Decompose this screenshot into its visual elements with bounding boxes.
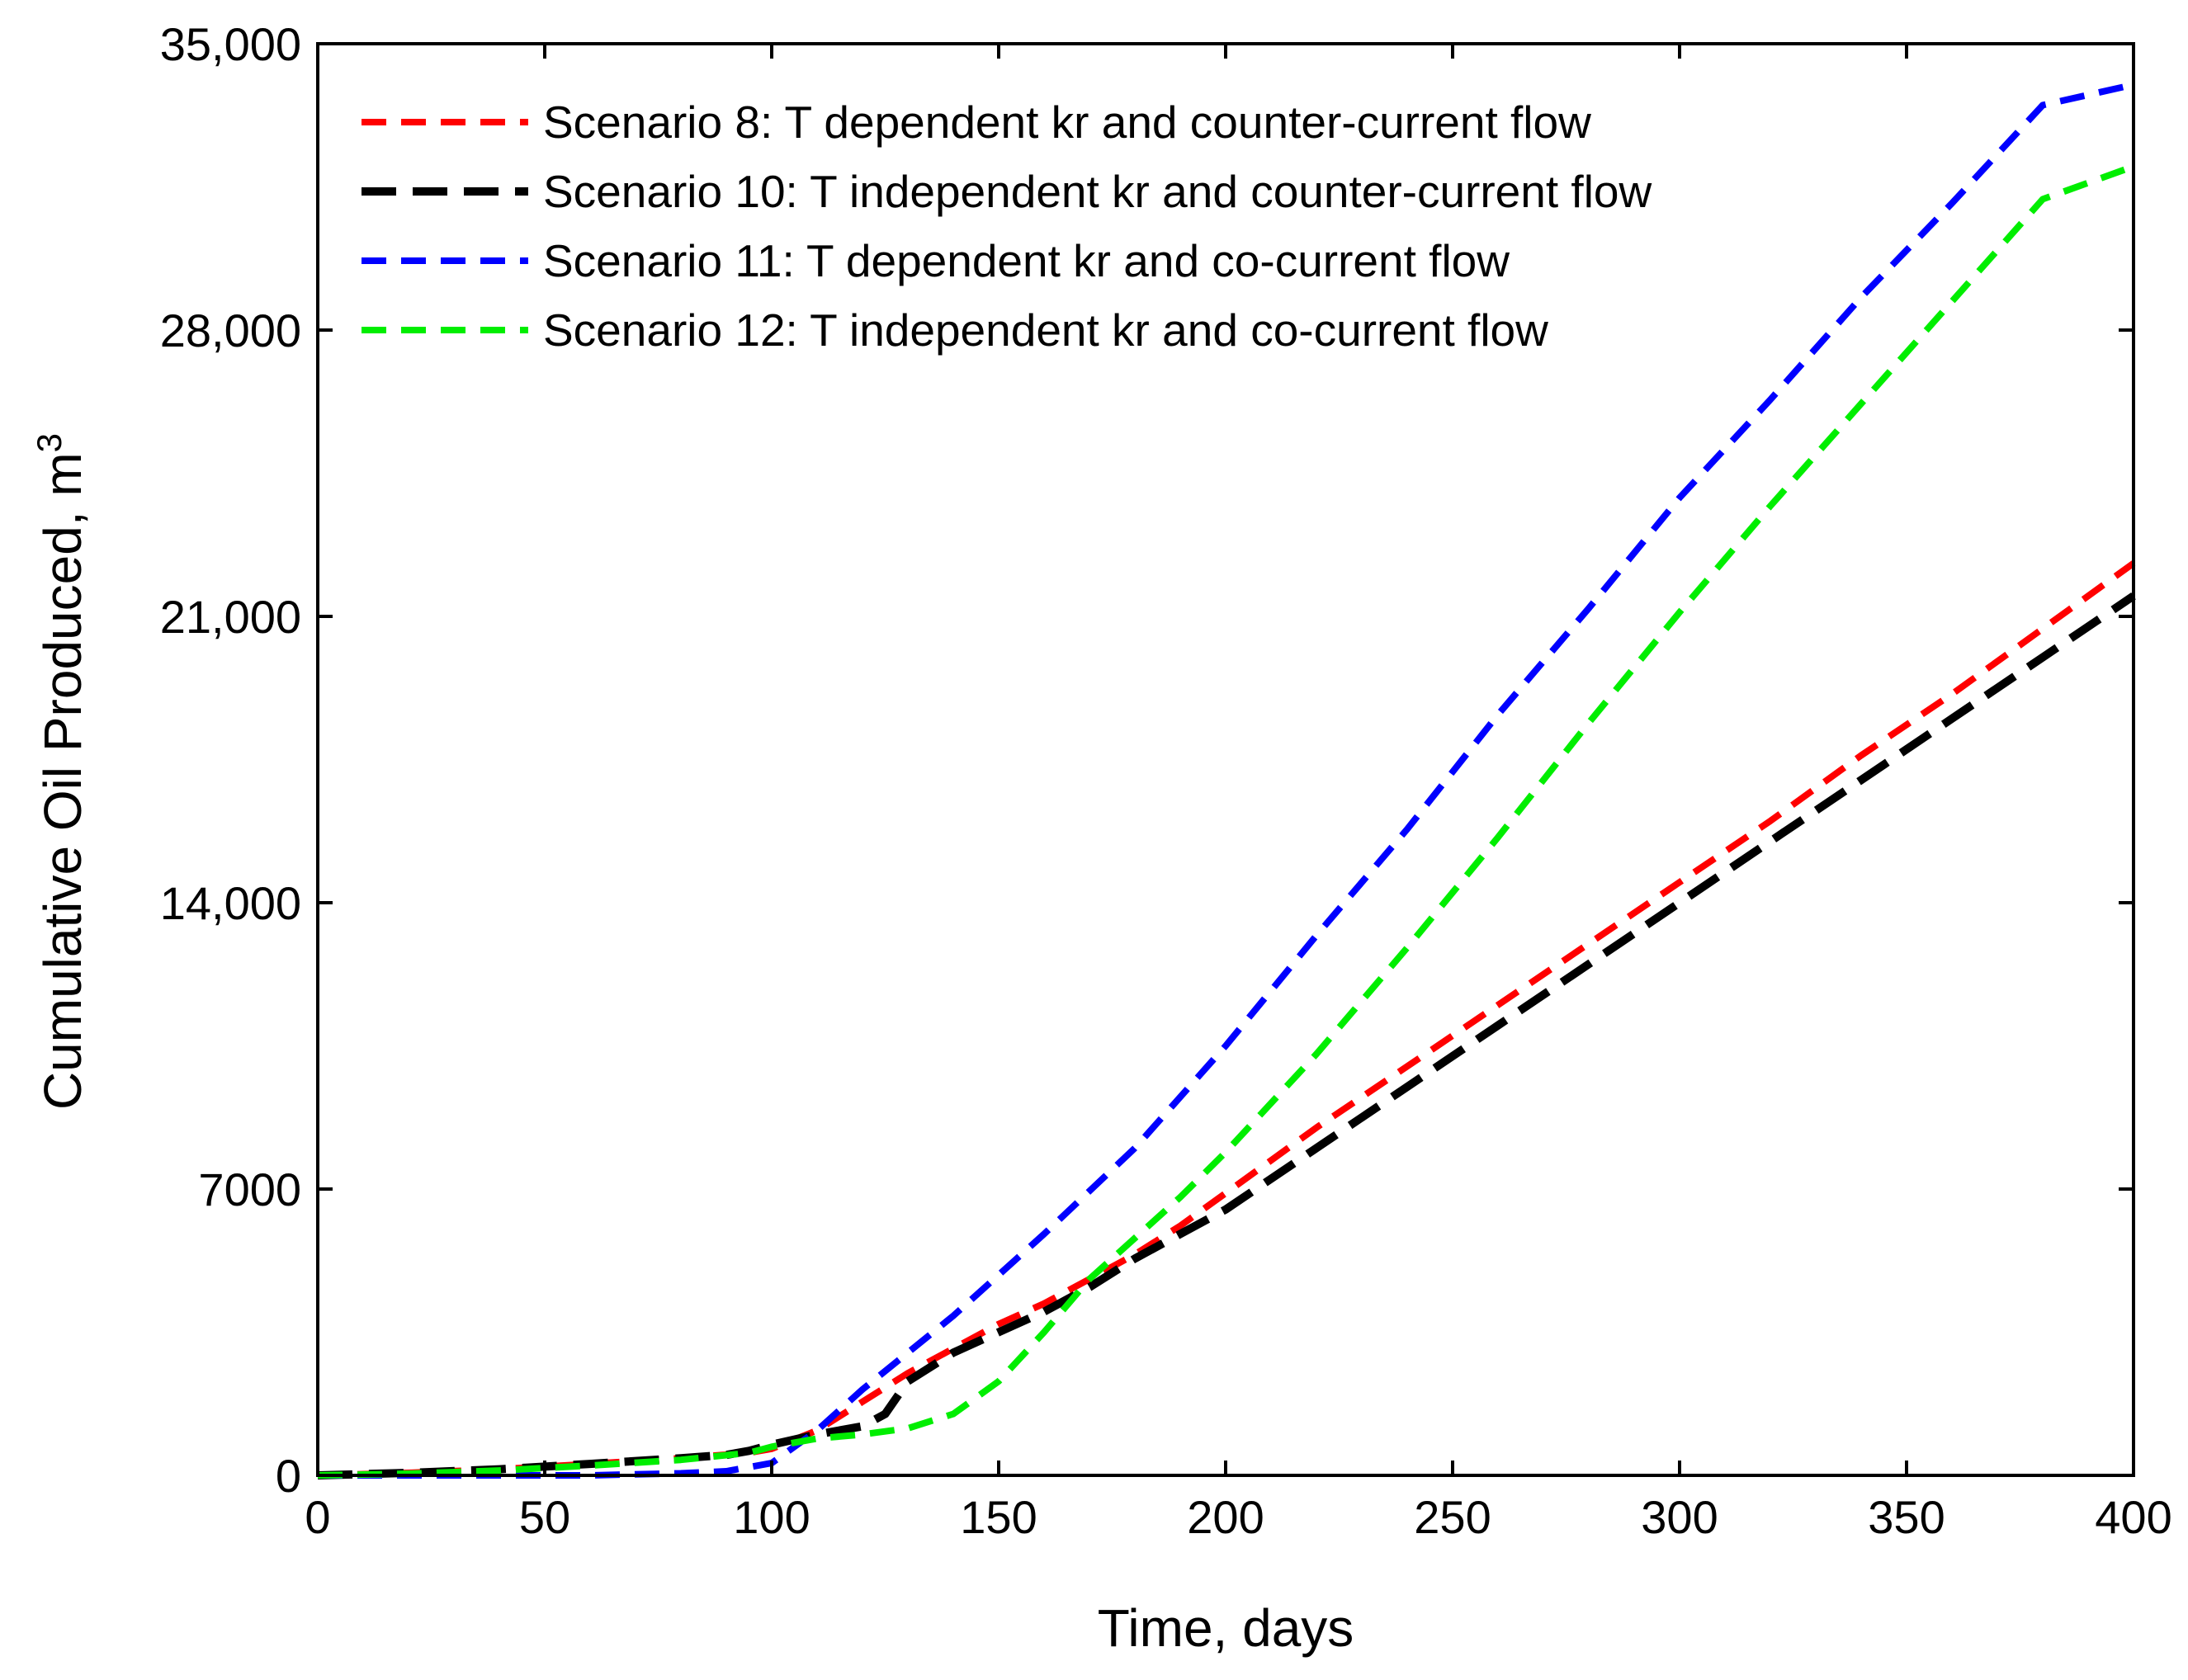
legend-label-1: Scenario 8: T dependent kr and counter-c… <box>543 97 1591 148</box>
y-tick-label: 21,000 <box>160 591 301 643</box>
x-tick-label: 350 <box>1868 1491 1945 1543</box>
x-tick-label: 250 <box>1414 1491 1491 1543</box>
series-line-3 <box>318 81 2134 1479</box>
y-axis-title-superscript: 3 <box>30 433 69 452</box>
y-tick-label: 14,000 <box>160 877 301 929</box>
legend-label-4: Scenario 12: T independent kr and co-cur… <box>543 304 1548 356</box>
series-layer <box>317 81 2136 1479</box>
legend-label-3: Scenario 11: T dependent kr and co-curre… <box>543 235 1510 286</box>
legend: Scenario 8: T dependent kr and counter-c… <box>362 97 1652 356</box>
x-tick-label: 400 <box>2095 1491 2171 1543</box>
x-tick-label: 200 <box>1187 1491 1264 1543</box>
x-tick-label: 150 <box>960 1491 1037 1543</box>
y-axis-title-main: Cumulative Oil Produced, m <box>33 452 92 1110</box>
tick-layer: 0 50 100 150 200 250 300 350 400 0 7000 14,000 21,00… <box>160 18 2172 1543</box>
y-tick-label: 28,000 <box>160 304 301 356</box>
series-line-4 <box>317 163 2135 1479</box>
x-axis-title: Time, days <box>1098 1598 1354 1658</box>
y-axis-title: Cumulative Oil Produced, m3 <box>30 433 92 1110</box>
series-line-2 <box>317 592 2136 1479</box>
x-tick-label: 0 <box>305 1491 330 1543</box>
x-tick-label: 50 <box>519 1491 570 1543</box>
y-tick-label: 7000 <box>198 1163 301 1215</box>
y-tick-label: 35,000 <box>160 18 301 70</box>
x-tick-label: 100 <box>733 1491 810 1543</box>
legend-label-2: Scenario 10: T independent kr and counte… <box>543 166 1652 217</box>
y-tick-label: 0 <box>276 1450 301 1502</box>
x-tick-label: 300 <box>1641 1491 1718 1543</box>
